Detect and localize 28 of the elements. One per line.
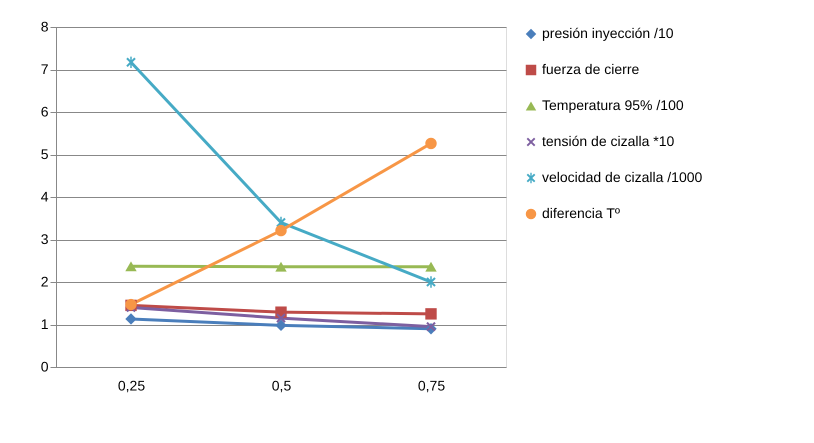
y-tick-label: 8 bbox=[40, 18, 49, 34]
legend-label: Temperatura 95% /100 bbox=[542, 97, 684, 113]
point bbox=[275, 320, 287, 332]
legend-label: presión inyección /10 bbox=[542, 25, 674, 41]
y-tick-label: 6 bbox=[40, 104, 49, 120]
x-tick-label: 0,75 bbox=[418, 378, 446, 394]
point bbox=[276, 313, 286, 323]
point bbox=[125, 261, 137, 272]
y-tick-label: 4 bbox=[40, 188, 49, 204]
y-tick-label: 2 bbox=[40, 274, 49, 290]
point bbox=[425, 262, 437, 272]
y-tick-label: 1 bbox=[40, 316, 49, 332]
y-tick-label: 3 bbox=[40, 231, 49, 247]
y-tick-label: 5 bbox=[40, 146, 49, 162]
y-tick-label: 0 bbox=[40, 358, 49, 374]
legend-label: velocidad de cizalla /1000 bbox=[542, 169, 703, 185]
point bbox=[125, 313, 137, 325]
point bbox=[425, 138, 437, 150]
y-tick-label: 7 bbox=[40, 61, 49, 77]
x-tick-label: 0,25 bbox=[118, 378, 146, 394]
legend-label: diferencia Tº bbox=[542, 205, 620, 221]
legend-label: fuerza de cierre bbox=[542, 61, 640, 77]
point bbox=[425, 308, 437, 320]
legend-label: tensión de cizalla *10 bbox=[542, 133, 675, 149]
point bbox=[275, 262, 287, 272]
x-tick-label: 0,5 bbox=[272, 378, 292, 394]
point bbox=[426, 322, 436, 332]
point bbox=[275, 224, 287, 236]
